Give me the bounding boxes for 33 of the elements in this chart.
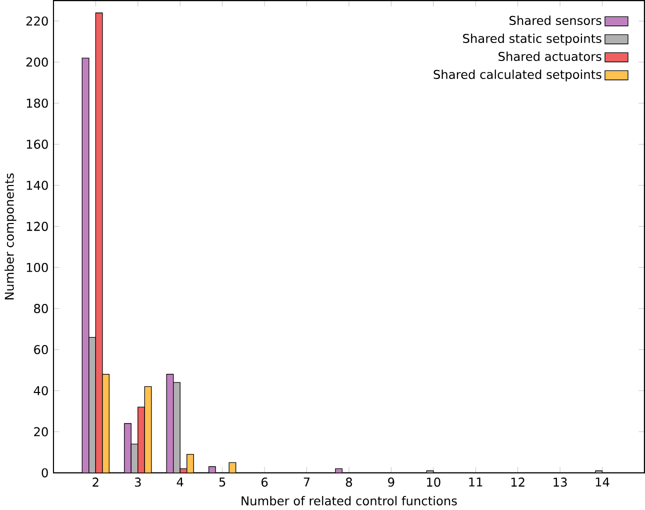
- x-tick-label: 2: [92, 478, 98, 487]
- y-tick-label: 0: [42, 468, 48, 478]
- x-axis-title: Number of related control functions: [242, 496, 457, 506]
- legend-label: Shared sensors: [510, 16, 602, 26]
- y-tick-label: 200: [26, 58, 48, 67]
- x-tick-label: 14: [596, 478, 610, 486]
- x-tick-label: 8: [346, 478, 352, 487]
- x-tick-label: 10: [427, 478, 440, 487]
- y-tick-label: 180: [26, 98, 48, 108]
- y-tick-label: 160: [26, 140, 48, 149]
- y-tick-label: 40: [34, 386, 48, 396]
- x-tick-label: 5: [219, 478, 226, 487]
- legend-label: Shared calculated setpoints: [434, 70, 602, 82]
- legend-label: Shared static setpoints: [463, 34, 602, 46]
- x-tick-label: 6: [262, 478, 268, 487]
- bar: [173, 382, 180, 473]
- legend-label: Shared actuators: [498, 52, 602, 62]
- y-tick-label: 100: [26, 262, 48, 272]
- x-tick-label: 12: [511, 478, 524, 487]
- x-tick-label: 4: [176, 478, 184, 486]
- y-tick-label: 80: [34, 304, 48, 314]
- y-tick-label: 220: [26, 16, 48, 26]
- x-tick-label: 9: [388, 478, 394, 487]
- x-tick-label: 13: [554, 478, 567, 487]
- y-tick-label: 20: [34, 427, 48, 436]
- y-tick-label: 60: [34, 345, 48, 354]
- x-tick-label: 7: [304, 478, 310, 486]
- x-tick-label: 11: [469, 478, 482, 486]
- y-axis-title: Number components: [4, 173, 16, 300]
- x-tick-label: 3: [134, 478, 141, 487]
- y-tick-label: 120: [26, 222, 48, 232]
- bar: [138, 406, 145, 473]
- y-tick-label: 140: [26, 180, 48, 190]
